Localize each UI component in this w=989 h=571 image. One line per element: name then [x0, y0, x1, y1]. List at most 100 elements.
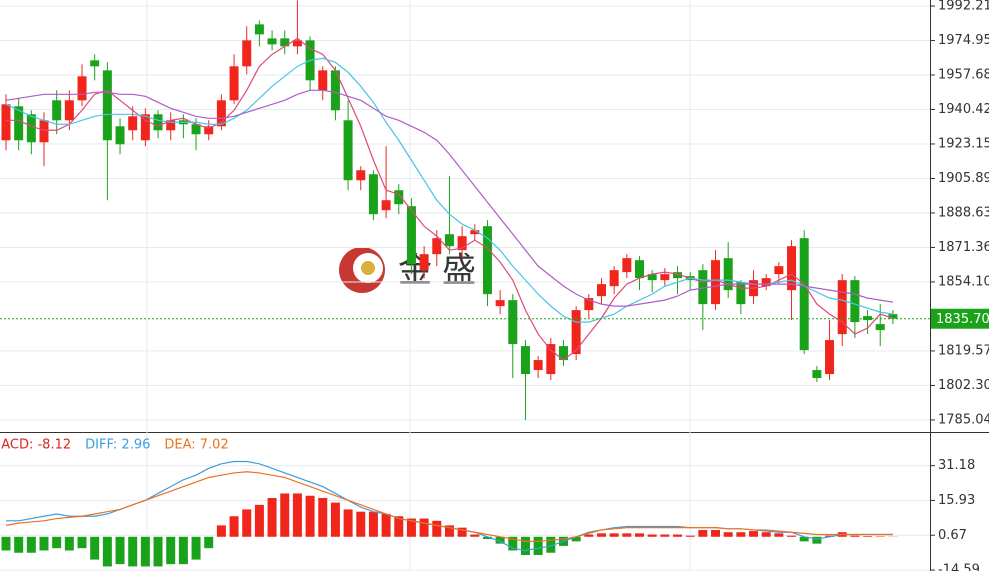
macd-bar: [482, 536, 492, 540]
candle-body: [596, 284, 606, 297]
candle-body: [102, 70, 112, 141]
candle-body: [850, 280, 860, 323]
candle-body: [419, 254, 429, 271]
candle-body: [482, 226, 492, 295]
candle-body: [584, 298, 594, 311]
last-price-box: [931, 308, 989, 329]
candle-body: [723, 258, 733, 291]
y-tick-label: 1854.10: [938, 274, 989, 289]
candle-body: [153, 114, 163, 131]
macd-bar: [166, 536, 176, 565]
macd-bar: [90, 536, 100, 560]
macd-bar: [381, 513, 391, 537]
macd-bar: [698, 529, 708, 537]
macd-bar: [216, 525, 226, 537]
macd-bar: [571, 536, 581, 542]
macd-bar: [305, 495, 315, 537]
candle-body: [875, 324, 885, 331]
indicator-line: [6, 37, 894, 361]
macd-bar: [318, 498, 328, 537]
candle-body: [128, 116, 138, 131]
macd-bar: [863, 536, 873, 537]
y-tick-label: 1992.21: [938, 0, 989, 13]
candle-body: [888, 314, 898, 319]
macd-bar: [52, 536, 62, 549]
legend-entry: MACD: -8.12: [0, 438, 71, 453]
macd-bar: [14, 536, 24, 553]
macd-bar: [622, 533, 632, 537]
macd-bar: [26, 536, 36, 553]
candle-body: [558, 346, 568, 361]
y-tick-label: 1957.68: [938, 67, 989, 82]
y-tick-label: 1785.04: [938, 412, 989, 427]
macd-bar: [77, 536, 87, 549]
candle-body: [39, 120, 49, 143]
macd-bar: [394, 516, 404, 537]
candle-body: [673, 272, 683, 279]
candle-body: [191, 124, 201, 135]
candle-body: [520, 346, 530, 375]
candle-body: [318, 70, 328, 91]
candle-body: [343, 120, 353, 181]
candle-body: [799, 238, 809, 351]
macd-bar: [242, 509, 252, 537]
candle-body: [444, 234, 454, 247]
y-tick-label: 15.93: [938, 493, 975, 508]
macd-bar: [723, 532, 733, 537]
macd-bar: [761, 532, 771, 537]
candle-body: [406, 206, 416, 265]
candle-body: [267, 38, 277, 45]
macd-bar: [647, 534, 657, 537]
candle-body: [647, 274, 657, 281]
candle-body: [698, 270, 708, 305]
macd-bar: [39, 536, 49, 551]
candle-body: [761, 278, 771, 287]
candle-body: [216, 100, 226, 127]
candle-body: [280, 38, 290, 47]
macd-bar: [115, 536, 125, 565]
macd-bar: [685, 535, 695, 537]
macd-bar: [635, 533, 644, 537]
candle-body: [330, 70, 340, 111]
y-tick-label: 1974.95: [938, 33, 989, 48]
plot-area: [0, 0, 930, 571]
y-tick-label: 1923.15: [938, 136, 989, 151]
macd-bar: [711, 529, 721, 537]
candle-body: [292, 40, 302, 47]
macd-bar: [356, 511, 366, 537]
macd-bar: [584, 534, 594, 537]
macd-bar: [1, 536, 11, 551]
candle-body: [622, 258, 632, 273]
macd-bar: [749, 531, 759, 537]
y-tick-label: 0.67: [938, 528, 967, 543]
candle-body: [635, 260, 644, 279]
candle-body: [825, 340, 835, 375]
candle-body: [508, 300, 518, 345]
macd-bar: [432, 520, 442, 537]
macd-bar: [457, 527, 467, 537]
y-tick-label: 31.18: [938, 458, 975, 473]
candle-body: [140, 114, 150, 141]
candle-body: [787, 246, 797, 291]
indicator-line: [5, 471, 893, 542]
candle-body: [546, 344, 556, 375]
candle-body: [736, 282, 746, 305]
candle-body: [609, 270, 619, 287]
macd-bar: [343, 509, 353, 537]
legend-entry: DEA: 7.02: [164, 438, 228, 453]
macd-bar: [178, 536, 188, 565]
indicator-line: [5, 57, 893, 323]
candle-body: [837, 280, 847, 335]
candle-body: [356, 170, 366, 181]
candle-body: [711, 260, 721, 305]
macd-bar: [140, 536, 150, 567]
candle-body: [64, 100, 74, 121]
candle-body: [863, 316, 873, 321]
macd-bar: [533, 536, 543, 556]
macd-bar: [596, 533, 606, 537]
macd-bar: [673, 534, 683, 537]
macd-bar: [128, 536, 138, 567]
macd-bar: [660, 534, 670, 537]
macd-bar: [787, 535, 797, 537]
